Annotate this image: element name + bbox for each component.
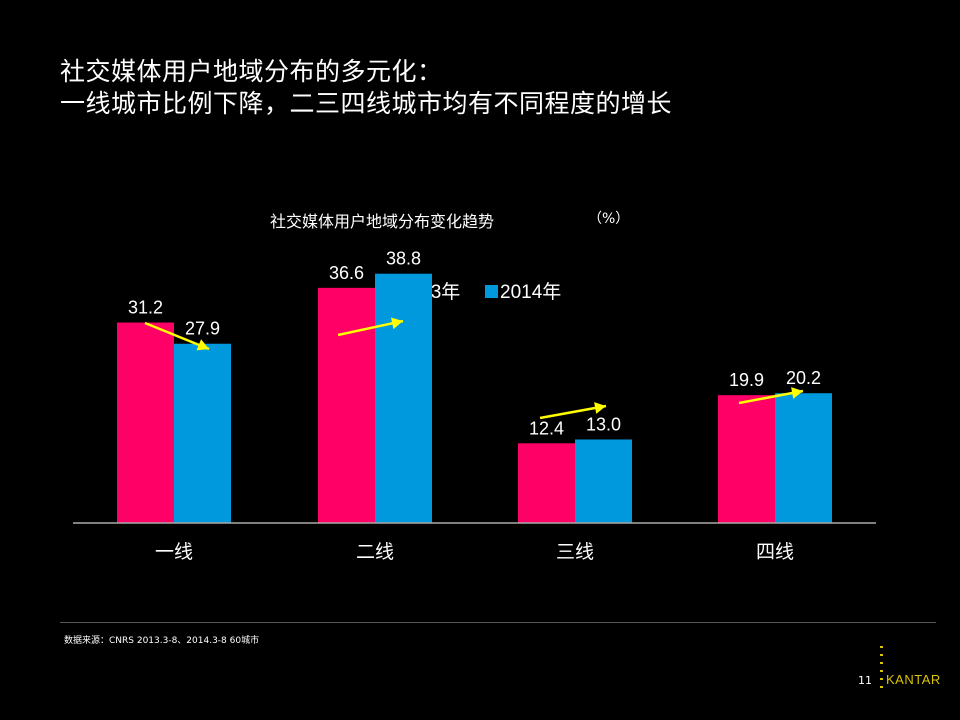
bar-4-2 bbox=[775, 393, 832, 523]
trend-arrow-2 bbox=[337, 319, 404, 337]
value-label-1-2: 27.9 bbox=[185, 319, 220, 339]
kantar-logo: KANTAR bbox=[886, 672, 941, 687]
data-source-note: 数据来源：CNRS 2013.3-8、2014.3-8 60城市 bbox=[64, 636, 260, 646]
page-number: 11 bbox=[858, 674, 872, 687]
value-label-2-2: 38.8 bbox=[386, 249, 421, 269]
value-label-1-1: 31.2 bbox=[128, 298, 163, 318]
value-label-4-1: 19.9 bbox=[729, 370, 764, 390]
trend-arrow-3 bbox=[539, 404, 607, 420]
bar-3-2 bbox=[575, 439, 632, 523]
trend-arrow-head-2 bbox=[390, 317, 403, 330]
bar-2-2 bbox=[375, 273, 432, 523]
value-label-4-2: 20.2 bbox=[786, 368, 821, 388]
category-label-3: 三线 bbox=[556, 541, 594, 563]
footer-divider bbox=[60, 622, 936, 623]
chart-unit: （%） bbox=[588, 211, 630, 227]
trend-arrow-1 bbox=[144, 321, 210, 351]
category-label-4: 四线 bbox=[756, 541, 794, 563]
value-label-3-1: 12.4 bbox=[529, 418, 564, 438]
logo-dots bbox=[880, 646, 884, 696]
legend-swatch-2 bbox=[485, 285, 498, 298]
value-label-3-2: 13.0 bbox=[586, 414, 621, 434]
bar-1-2 bbox=[174, 343, 231, 523]
bar-4-1 bbox=[718, 395, 775, 523]
category-label-1: 一线 bbox=[155, 541, 193, 563]
bar-1-1 bbox=[117, 322, 174, 523]
bar-chart: 2013年2014年31.227.9一线36.638.8二线12.413.0三线… bbox=[73, 249, 876, 563]
bar-2-1 bbox=[318, 287, 375, 523]
bar-3-1 bbox=[518, 443, 575, 523]
slide-title-line-1: 社交媒体用户地域分布的多元化： bbox=[60, 57, 443, 86]
slide-title-line-2: 一线城市比例下降，二三四线城市均有不同程度的增长 bbox=[60, 89, 673, 118]
slide-title: 社交媒体用户地域分布的多元化： 一线城市比例下降，二三四线城市均有不同程度的增长 bbox=[60, 56, 920, 120]
category-label-2: 二线 bbox=[356, 541, 394, 563]
chart-title: 社交媒体用户地域分布变化趋势 bbox=[270, 212, 495, 231]
legend-label-2: 2014年 bbox=[500, 281, 561, 303]
value-label-2-1: 36.6 bbox=[329, 263, 364, 283]
trend-arrow-head-4 bbox=[791, 387, 803, 399]
trend-arrow-head-1 bbox=[196, 339, 209, 351]
trend-arrow-head-3 bbox=[594, 402, 606, 414]
